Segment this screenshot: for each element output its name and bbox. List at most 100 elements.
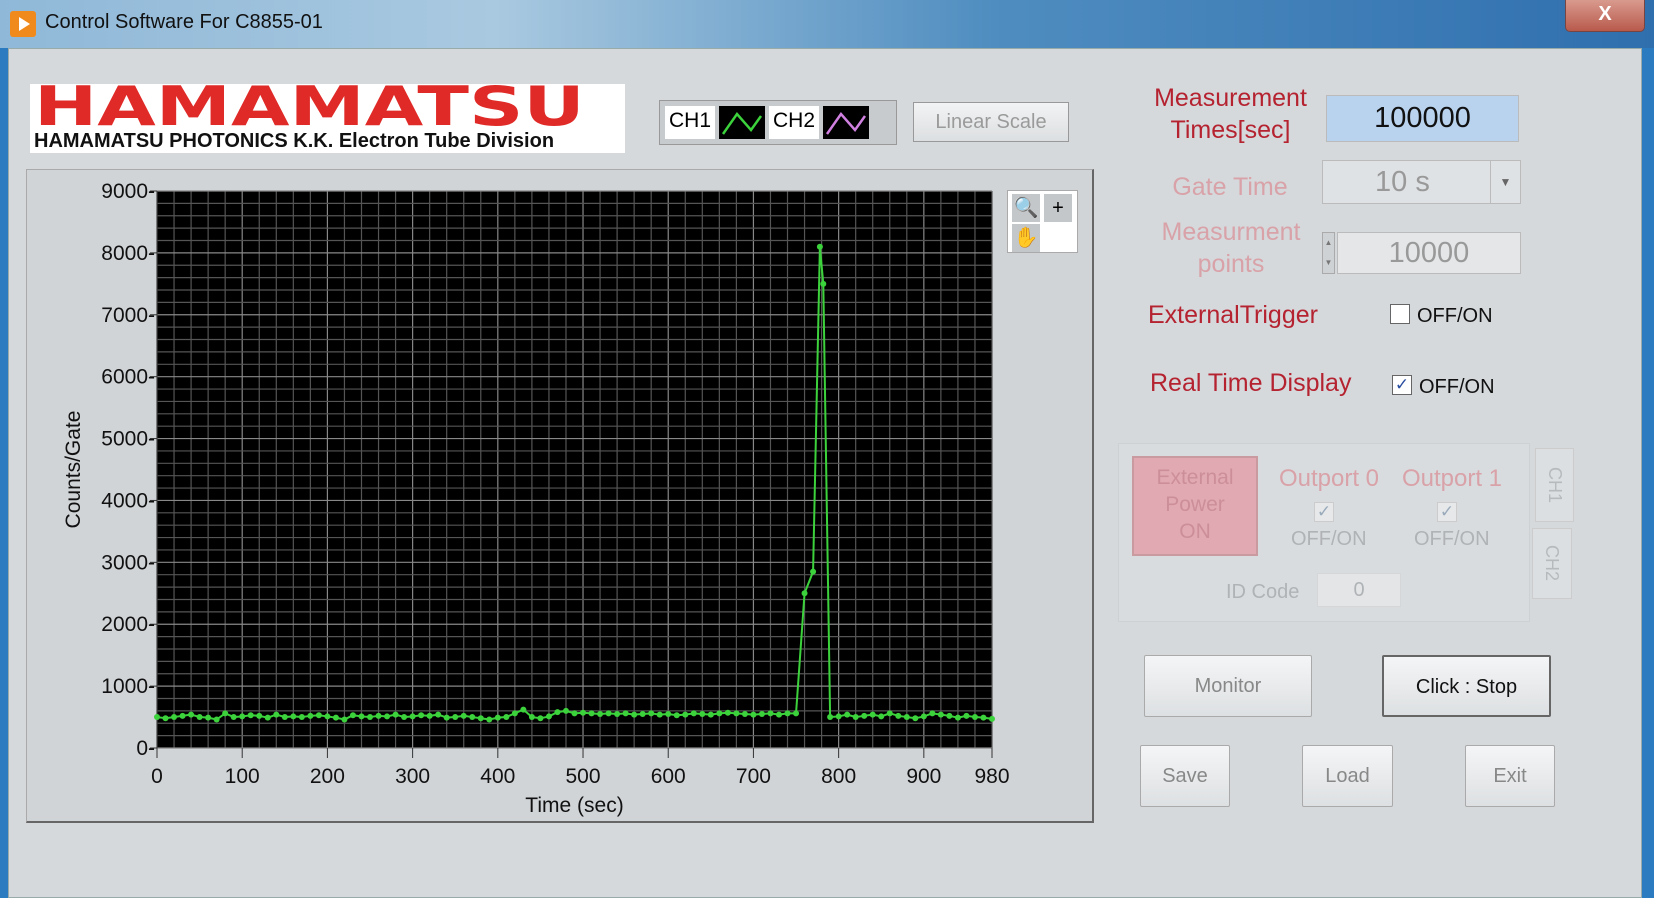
tab-ch1[interactable]: CH1 (1535, 448, 1574, 522)
y-tick-label: 2000- (101, 613, 155, 636)
data-point (358, 713, 365, 720)
data-point (741, 710, 748, 717)
data-point (469, 714, 476, 721)
data-point (903, 714, 910, 721)
y-tick-label: 1000- (101, 675, 155, 698)
data-point (503, 714, 510, 721)
id-code-input[interactable]: 0 (1317, 573, 1401, 607)
counts-chart[interactable]: 0 100 200 300 400 500 600 700 800 900 980 0- 1000- 20… (26, 169, 1094, 823)
external-trigger-toggle-label: OFF/ON (1417, 305, 1493, 327)
tab-ch2[interactable]: CH2 (1532, 528, 1572, 599)
y-tick-label: 3000- (101, 551, 155, 574)
data-point (247, 712, 254, 719)
data-point (324, 713, 331, 720)
btn-line: Power (1165, 493, 1225, 516)
x-tick-label: 700 (736, 765, 771, 788)
data-point (409, 713, 416, 720)
exit-button[interactable]: Exit (1465, 745, 1555, 807)
outport0-checkbox[interactable]: ✓ (1314, 502, 1334, 522)
load-button[interactable]: Load (1302, 745, 1393, 807)
grid (156, 190, 993, 749)
data-point (597, 710, 604, 717)
data-point (298, 714, 305, 721)
measurement-points-input[interactable]: 10000 (1337, 232, 1521, 274)
data-point (750, 711, 757, 718)
y-tick-label: 5000- (101, 428, 155, 451)
series-points (154, 243, 995, 723)
data-point (188, 711, 195, 718)
ch2-line-icon[interactable] (823, 106, 870, 139)
data-point (528, 714, 535, 721)
pan-hand-icon[interactable]: ✋ (1012, 224, 1040, 252)
data-point (912, 715, 919, 722)
data-point (963, 712, 970, 719)
zoom-icon[interactable]: 🔍 (1012, 194, 1040, 222)
data-point (699, 710, 706, 717)
data-point (793, 710, 800, 717)
data-point (290, 713, 297, 720)
logo-subtitle: HAMAMATSU PHOTONICS K.K. Electron Tube D… (34, 130, 555, 152)
x-tick-label: 800 (821, 765, 856, 788)
data-point (554, 709, 561, 716)
data-point (179, 712, 186, 719)
btn-line: ON (1179, 520, 1211, 543)
data-point (758, 710, 765, 717)
monitor-button[interactable]: Monitor (1144, 655, 1312, 717)
data-point (452, 714, 459, 721)
data-point (443, 714, 450, 721)
data-point (733, 710, 740, 717)
data-point (844, 711, 851, 718)
measurement-points-label: Measurment points (1150, 216, 1312, 280)
outport1-checkbox[interactable]: ✓ (1437, 502, 1457, 522)
y-tick-label: 4000- (101, 489, 155, 512)
outport0-label: Outport 0 (1278, 465, 1380, 492)
ch1-line-icon[interactable] (719, 106, 766, 139)
stop-button[interactable]: Click : Stop (1382, 655, 1551, 717)
label-line: points (1197, 250, 1265, 278)
gate-time-label: Gate Time (1172, 173, 1288, 201)
x-tick-label: 100 (225, 765, 260, 788)
outport0-toggle-label: OFF/ON (1291, 528, 1367, 550)
data-point (196, 714, 203, 721)
outport1-label: Outport 1 (1401, 465, 1503, 492)
close-button[interactable]: X (1565, 0, 1645, 32)
points-spinner[interactable]: ▲ ▼ (1322, 232, 1335, 274)
external-trigger-label: ExternalTrigger (1148, 301, 1318, 329)
data-point (367, 714, 374, 721)
data-point (810, 568, 817, 575)
x-tick-label: 300 (395, 765, 430, 788)
x-tick-label: 400 (480, 765, 515, 788)
external-power-button[interactable]: External Power ON (1132, 456, 1258, 556)
data-point (154, 714, 160, 721)
y-tick-label: 6000- (101, 366, 155, 389)
x-axis-label: Time (sec) (525, 794, 623, 817)
data-point (852, 714, 859, 721)
data-point (724, 709, 731, 716)
label-line: Measurement (1154, 84, 1307, 112)
y-tick-label: 0- (136, 737, 155, 760)
realtime-display-checkbox[interactable]: ✓ (1392, 375, 1412, 395)
y-tick-label: 9000- (101, 180, 155, 203)
data-point (486, 716, 493, 723)
hamamatsu-logo: HAMAMATSU HAMAMATSU PHOTONICS K.K. Elect… (30, 80, 625, 153)
measurement-times-input[interactable]: 100000 (1326, 95, 1519, 142)
app-icon (10, 11, 36, 37)
x-tick-label: 900 (906, 765, 941, 788)
data-point (435, 711, 442, 718)
data-point (895, 712, 902, 719)
data-point (716, 710, 723, 717)
cursor-plus-icon[interactable]: + (1044, 194, 1072, 222)
gate-time-dropdown[interactable]: 10 s ▼ (1322, 160, 1521, 204)
data-point (784, 710, 791, 717)
external-trigger-checkbox[interactable] (1390, 304, 1410, 324)
chevron-down-icon[interactable]: ▼ (1490, 161, 1520, 203)
linear-scale-button[interactable]: Linear Scale (913, 102, 1069, 142)
data-point (171, 714, 178, 721)
save-button[interactable]: Save (1140, 745, 1230, 807)
data-point (588, 710, 595, 717)
data-point (989, 715, 995, 722)
data-point (648, 710, 655, 717)
data-point (545, 713, 552, 720)
data-point (682, 711, 689, 718)
data-point (605, 710, 612, 717)
